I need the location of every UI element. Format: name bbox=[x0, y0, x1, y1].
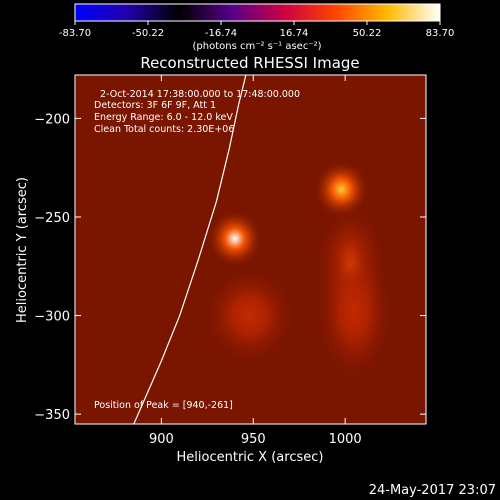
x-tick-label: 900 bbox=[149, 432, 174, 447]
colorbar-tick-label: -83.70 bbox=[59, 28, 91, 39]
x-axis-label: Heliocentric X (arcsec) bbox=[177, 450, 324, 465]
colorbar-tick-label: 83.70 bbox=[426, 28, 455, 39]
colorbar-ticks: -83.70 -50.22 -16.74 16.74 50.22 83.70 bbox=[59, 21, 454, 39]
colorbar-tick-label: 50.22 bbox=[353, 28, 382, 39]
colorbar-unit-label: (photons cm⁻² s⁻¹ asec⁻²) bbox=[192, 41, 321, 52]
colorbar-tick-label: -16.74 bbox=[205, 28, 237, 39]
emission-source bbox=[206, 208, 264, 269]
annotation-clean: Clean Total counts: 2.30E+06 bbox=[94, 124, 234, 135]
chart-title: Reconstructed RHESSI Image bbox=[140, 54, 359, 72]
y-tick-label: −300 bbox=[34, 310, 70, 325]
solar-limb-curve bbox=[133, 75, 247, 424]
image-sources bbox=[201, 159, 395, 385]
y-tick-label: −250 bbox=[34, 211, 70, 226]
annotation-peak: Position of Peak = [940,-261] bbox=[94, 400, 233, 411]
emission-source bbox=[313, 238, 395, 385]
colorbar-tick-label: 16.74 bbox=[280, 28, 309, 39]
footer-date: 24-May-2017 23:07 bbox=[369, 483, 496, 498]
x-tick-label: 950 bbox=[241, 432, 266, 447]
x-tick-label: 1000 bbox=[329, 432, 362, 447]
annotation-detectors: Detectors: 3F 6F 9F, Att 1 bbox=[94, 100, 216, 111]
axis-ticks: 900 950 1000 −200 −250 −300 −350 bbox=[34, 75, 426, 447]
y-tick-label: −350 bbox=[34, 408, 70, 423]
plot-frame bbox=[74, 74, 427, 425]
colorbar bbox=[74, 3, 441, 22]
annotation-block: 2-Oct-2014 17:38:00.000 to 17:48:00.000 … bbox=[94, 89, 300, 411]
annotation-energy: Energy Range: 6.0 - 12.0 keV bbox=[94, 112, 233, 123]
y-axis-label: Heliocentric Y (arcsec) bbox=[15, 177, 30, 323]
annotation-time: 2-Oct-2014 17:38:00.000 to 17:48:00.000 bbox=[100, 89, 300, 100]
colorbar-tick-label: -50.22 bbox=[132, 28, 164, 39]
emission-source bbox=[201, 264, 299, 367]
y-tick-label: −200 bbox=[34, 112, 70, 127]
